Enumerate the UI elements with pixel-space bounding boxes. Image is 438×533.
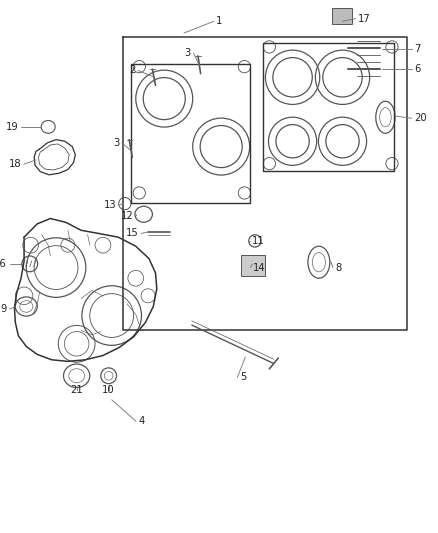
- Bar: [332, 8, 352, 24]
- Text: 4: 4: [138, 416, 145, 426]
- Text: 1: 1: [216, 17, 223, 26]
- Text: 20: 20: [414, 114, 427, 123]
- Bar: [241, 255, 265, 276]
- Text: 8: 8: [336, 263, 342, 272]
- Text: 17: 17: [358, 14, 371, 23]
- Text: 9: 9: [0, 304, 7, 314]
- Text: 2: 2: [129, 66, 135, 75]
- Text: 3: 3: [185, 49, 191, 58]
- Text: 13: 13: [104, 200, 117, 210]
- Text: 3: 3: [113, 138, 119, 148]
- Text: 15: 15: [126, 229, 138, 238]
- Text: 12: 12: [121, 211, 134, 221]
- Text: 5: 5: [240, 373, 247, 382]
- Text: 18: 18: [9, 159, 21, 169]
- Text: 11: 11: [251, 236, 264, 246]
- Text: 6: 6: [414, 64, 421, 74]
- Text: 16: 16: [0, 259, 7, 269]
- Text: 21: 21: [70, 385, 83, 395]
- Text: 10: 10: [102, 385, 115, 395]
- Text: 14: 14: [253, 263, 266, 272]
- Text: 7: 7: [414, 44, 421, 54]
- Text: 19: 19: [6, 122, 18, 132]
